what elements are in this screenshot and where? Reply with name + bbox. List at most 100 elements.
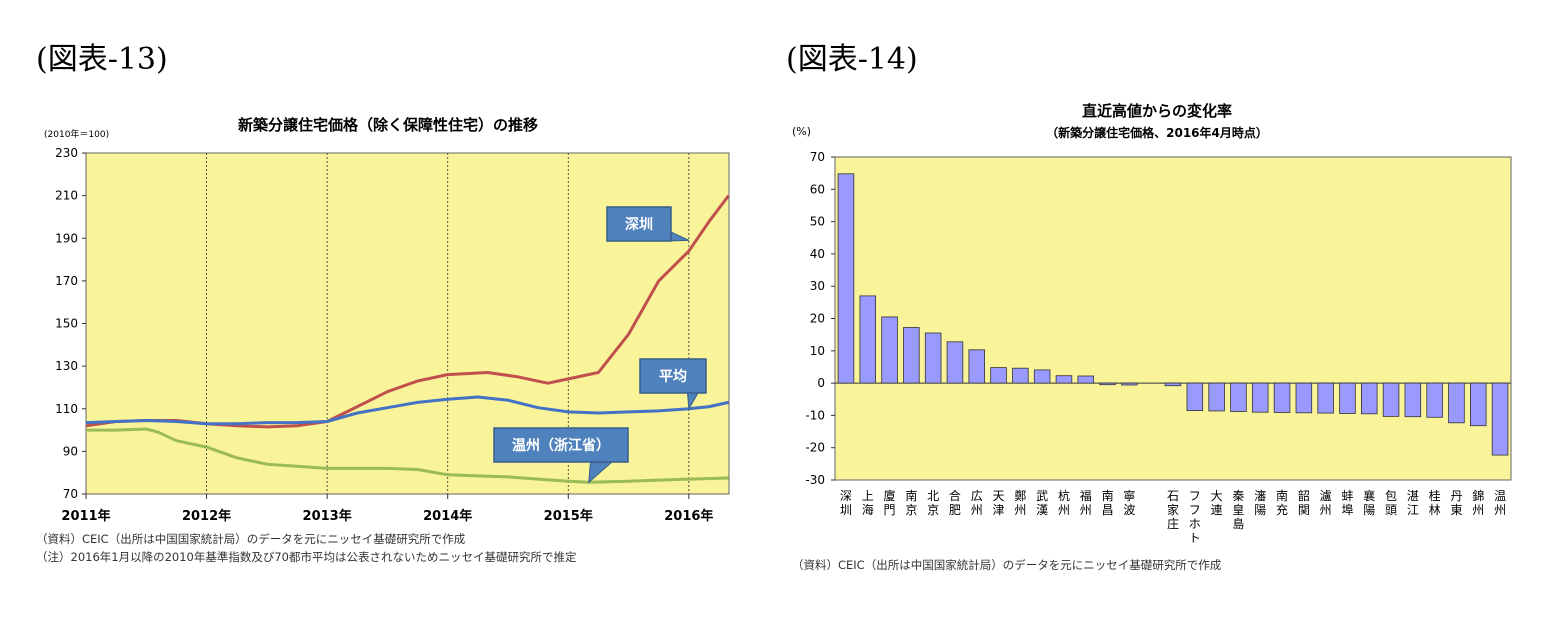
- bar: [990, 367, 1007, 384]
- category-label: 天津: [993, 489, 1005, 517]
- category-label: 丹東: [1450, 489, 1462, 517]
- bar: [1273, 382, 1291, 413]
- chart-13-x-tick-label: 2013年: [303, 508, 352, 524]
- chart-13-title: 新築分譲住宅価格（除く保障性住宅）の推移: [238, 116, 538, 134]
- figure-13-panel: 新築分譲住宅価格（除く保障性住宅）の推移 (2010年＝100) 70 90 110 13…: [0, 0, 760, 614]
- category-label: 広州: [971, 489, 983, 517]
- bar: [924, 332, 942, 384]
- bar: [1208, 382, 1225, 412]
- bar: [1164, 382, 1182, 387]
- category-label: 桂林: [1429, 488, 1441, 517]
- bar: [1033, 369, 1051, 384]
- bar: [946, 341, 964, 384]
- chart-14-title: 直近高値からの変化率: [1082, 102, 1232, 120]
- bar: [1077, 375, 1094, 384]
- category-label: 南京: [905, 488, 917, 517]
- bar: [859, 295, 877, 384]
- series-callout-2: 温州（浙江省）: [493, 427, 629, 484]
- chart-13-x-tick-label: 2011年: [61, 508, 110, 524]
- category-label: 寧波: [1123, 488, 1135, 517]
- bar-chart-change-from-peak: 直近高値からの変化率 （新築分譲住宅価格、2016年4月時点） (%) -30 -20 -…: [792, 102, 1512, 545]
- chart-14-y-tick-label: 20: [810, 312, 825, 326]
- figure-14-panel: 直近高値からの変化率 （新築分譲住宅価格、2016年4月時点） (%) -30 -20 -…: [760, 0, 1553, 614]
- bar: [1426, 382, 1443, 418]
- category-label: 深圳: [840, 489, 852, 517]
- category-label: 南昌: [1102, 488, 1114, 517]
- bar: [1404, 382, 1422, 418]
- callout-box: [639, 358, 707, 394]
- series-label: 温州（浙江省）: [512, 437, 610, 454]
- bar: [1121, 382, 1138, 386]
- category-label: 南充: [1276, 488, 1288, 517]
- category-label: 大連: [1211, 489, 1223, 517]
- chart-13-x-tick-label: 2016年: [664, 508, 713, 524]
- series-callout-1: 平均: [639, 358, 707, 411]
- chart-13-x-tick-label: 2012年: [182, 508, 231, 524]
- bar: [1470, 382, 1487, 427]
- bar: [1491, 382, 1509, 456]
- category-label: 湛江: [1407, 489, 1419, 517]
- category-label: 蚌埠: [1341, 489, 1353, 517]
- bar: [881, 316, 898, 384]
- bar: [1448, 382, 1465, 424]
- chart-13-y-tick-label: 70: [63, 487, 78, 501]
- category-label: 包頭: [1385, 489, 1397, 517]
- bar: [1317, 382, 1334, 414]
- figure-13-footnote: （注）2016年1月以降の2010年基準指数及び70都市平均は公表されないためニ…: [36, 550, 577, 564]
- bar: [1339, 382, 1356, 414]
- chart-13-y-tick-label: 170: [55, 274, 78, 288]
- chart-13-y-tick-label: 150: [55, 317, 78, 331]
- chart-14-y-tick-label: 40: [810, 247, 825, 261]
- bar: [1382, 382, 1400, 417]
- chart-14-y-tick-label: -10: [805, 408, 825, 422]
- chart-14-y-tick-label: 50: [810, 215, 825, 229]
- series-line-1: [85, 395, 729, 426]
- bar: [1251, 382, 1269, 413]
- category-label: 武漢: [1036, 489, 1048, 517]
- category-label: フフホト: [1189, 489, 1201, 545]
- category-label: 杭州: [1058, 488, 1070, 517]
- figure-13-label: (図表-13): [36, 42, 168, 77]
- category-label: 廈門: [884, 488, 896, 517]
- figure-14-source-note: （資料）CEIC（出所は中国国家統計局）のデータを元にニッセイ基礎研究所で作成: [792, 558, 1222, 572]
- chart-14-y-unit: (%): [792, 125, 811, 138]
- chart-13-y-tick-label: 90: [63, 444, 78, 458]
- chart-13-x-tick-label: 2014年: [423, 508, 472, 524]
- chart-14-plot-area: [834, 156, 1512, 481]
- chart-13-y-unit: (2010年＝100): [44, 128, 109, 140]
- category-label: 錦州: [1472, 488, 1484, 517]
- chart-14-y-tick-label: -20: [805, 441, 825, 455]
- chart-13-y-tick-label: 210: [55, 189, 78, 203]
- series-label: 平均: [659, 368, 687, 385]
- bar: [903, 327, 920, 384]
- category-label: 韶関: [1298, 488, 1310, 517]
- figure-14-label: (図表-14): [786, 42, 918, 77]
- chart-14-y-tick-label: -30: [805, 473, 825, 487]
- chart-14-y-tick-label: 30: [810, 279, 825, 293]
- chart-14-subtitle: （新築分譲住宅価格、2016年4月時点）: [1046, 125, 1268, 140]
- category-label: 襄陽: [1363, 488, 1375, 517]
- series-callout-0: 深圳: [606, 206, 690, 242]
- category-label: 鄭州: [1014, 488, 1026, 517]
- bar: [837, 173, 855, 384]
- chart-14-y-tick-label: 0: [817, 376, 825, 390]
- chart-14-y-tick-label: 60: [810, 182, 825, 196]
- figure-13-source-note: （資料）CEIC（出所は中国国家統計局）のデータを元にニッセイ基礎研究所で作成: [36, 532, 466, 546]
- chart-13-y-tick-label: 110: [55, 402, 78, 416]
- category-label: 石家庄: [1167, 489, 1179, 531]
- category-label: 福州: [1080, 488, 1092, 517]
- bar: [1295, 382, 1313, 414]
- chart-13-y-tick-label: 190: [55, 231, 78, 245]
- category-label: 秦皇島: [1232, 489, 1244, 531]
- bar: [1186, 382, 1204, 412]
- chart-13-y-tick-label: 130: [55, 359, 78, 373]
- bar: [1361, 382, 1378, 415]
- bar: [1099, 382, 1116, 386]
- bar: [1055, 375, 1073, 384]
- callout-box: [493, 427, 629, 463]
- callout-box: [606, 206, 672, 242]
- bar: [1230, 382, 1247, 412]
- category-label: 瀘州: [1320, 488, 1332, 517]
- line-chart-price-index: 新築分譲住宅価格（除く保障性住宅）の推移 (2010年＝100) 70 90 110 13…: [44, 116, 730, 524]
- category-label: 温州: [1494, 489, 1506, 517]
